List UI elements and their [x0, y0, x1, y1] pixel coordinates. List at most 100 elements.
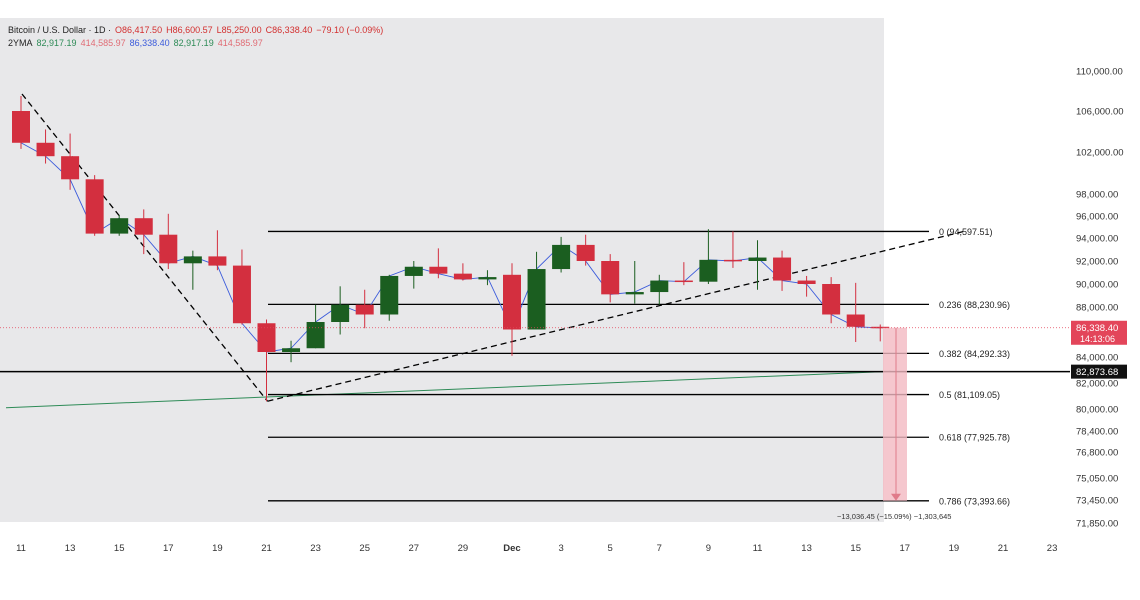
x-tick-label: 19 [949, 543, 960, 554]
ma-value-1: 82,917.19 [36, 38, 77, 48]
candle-body [699, 259, 718, 282]
candle-body [650, 280, 669, 293]
y-tick-label: 102,000.00 [1076, 148, 1124, 159]
x-tick-label: 9 [706, 543, 711, 554]
last-price-tag [1071, 320, 1127, 345]
y-tick-label: 71,850.00 [1076, 519, 1118, 530]
y-tick-label: 96,000.00 [1076, 212, 1118, 223]
candle-body [478, 277, 497, 280]
candle-body [846, 314, 865, 327]
y-tick-label: 94,000.00 [1076, 234, 1118, 245]
fib-label-4: 0.618 (77,925.78) [939, 433, 1010, 443]
x-tick-label: 19 [212, 543, 223, 554]
ma-value-4: 82,917.19 [173, 38, 214, 48]
support-price-tag [1071, 364, 1127, 379]
candle-body [85, 179, 104, 234]
x-tick-label: 23 [1047, 543, 1058, 554]
candle-body [61, 156, 80, 180]
x-tick-label: 13 [65, 543, 76, 554]
candle-body [576, 244, 595, 261]
high-value: H86,600.57 [166, 25, 213, 35]
support-price-tag-value: 82,873.68 [1076, 367, 1118, 378]
fib-label-3: 0.5 (81,109.05) [939, 390, 1000, 400]
fib-label-1: 0.236 (88,230.96) [939, 300, 1010, 310]
ma-value-3: 86,338.40 [129, 38, 170, 48]
candle-body [625, 292, 644, 295]
ohlc-legend: Bitcoin / U.S. Dollar · 1D · O86,417.50 H8… [8, 25, 387, 35]
x-tick-label: 3 [558, 543, 563, 554]
candle-body [331, 304, 350, 322]
x-tick-label: 25 [359, 543, 370, 554]
symbol-title: Bitcoin / U.S. Dollar · 1D · [8, 25, 112, 35]
x-tick-label: 17 [900, 543, 911, 554]
y-tick-label: 98,000.00 [1076, 190, 1118, 201]
candle-body [822, 284, 841, 315]
candle-body [723, 259, 742, 262]
x-tick-label: 5 [608, 543, 613, 554]
candle-body [380, 275, 399, 315]
fib-label-5: 0.786 (73,393.66) [939, 496, 1010, 506]
fib-label-0: 0 (94,597.51) [939, 227, 993, 237]
candle-body [748, 257, 767, 261]
candle-body [404, 266, 423, 276]
x-tick-label: Dec [503, 543, 520, 554]
candle-body [773, 257, 792, 281]
ma-value-2: 414,585.97 [80, 38, 126, 48]
y-tick-label: 110,000.00 [1076, 67, 1123, 78]
candle-body [257, 323, 276, 352]
x-tick-label: 13 [801, 543, 812, 554]
candle-body [674, 280, 693, 283]
projection-box [883, 327, 907, 501]
candle-body [232, 265, 251, 324]
fib-label-2: 0.382 (84,292.33) [939, 349, 1010, 359]
y-tick-label: 84,000.00 [1076, 353, 1118, 364]
projection-arrowhead [891, 493, 901, 501]
y-tick-label: 75,050.00 [1076, 474, 1118, 485]
candle-body [453, 273, 472, 280]
candle-body [429, 266, 448, 274]
y-tick-label: 106,000.00 [1076, 107, 1124, 118]
ma-label: 2YMA [8, 38, 33, 48]
change-value: −79.10 (−0.09%) [316, 25, 384, 35]
candle-body [355, 304, 374, 315]
candle-body [36, 142, 55, 157]
ma-value-5: 414,585.97 [217, 38, 263, 48]
countdown-label: 14:13:06 [1080, 334, 1115, 344]
candle-body [110, 218, 129, 234]
x-tick-label: 11 [753, 543, 763, 554]
projection-label: −13,036.45 (−15.09%) −1,303,645 [837, 512, 951, 521]
candle-body [552, 244, 571, 270]
ma-legend: 2YMA 82,917.19 414,585.97 86,338.40 82,917.1… [8, 38, 267, 48]
candle-body [797, 280, 816, 284]
x-tick-label: 15 [114, 543, 125, 554]
candle-body [601, 261, 620, 295]
candle-body [159, 234, 178, 264]
y-tick-label: 78,400.00 [1076, 427, 1118, 438]
open-value: O86,417.50 [115, 25, 163, 35]
ma-2y-line [5, 370, 891, 409]
x-tick-label: 15 [850, 543, 861, 554]
candle-body [183, 256, 202, 264]
candle-body [306, 322, 325, 349]
last-price-tag-value: 86,338.40 [1076, 323, 1118, 334]
y-tick-label: 92,000.00 [1076, 257, 1118, 268]
candle-body [12, 111, 30, 143]
x-tick-label: 21 [998, 543, 1009, 554]
candle-body [503, 274, 521, 330]
y-tick-label: 90,000.00 [1076, 280, 1118, 291]
x-tick-label: 7 [657, 543, 662, 554]
candle-body [134, 218, 153, 235]
close-value: C86,338.40 [265, 25, 313, 35]
x-tick-label: 23 [310, 543, 321, 554]
low-value: L85,250.00 [216, 25, 262, 35]
x-tick-label: 21 [261, 543, 272, 554]
y-tick-label: 82,000.00 [1076, 379, 1118, 390]
downtrend-line [21, 93, 269, 402]
candle-body [871, 326, 890, 329]
x-tick-label: 17 [163, 543, 174, 554]
candle-body [527, 269, 546, 330]
y-tick-label: 73,450.00 [1076, 496, 1118, 507]
y-tick-label: 76,800.00 [1076, 448, 1118, 459]
x-tick-label: 27 [409, 543, 420, 554]
